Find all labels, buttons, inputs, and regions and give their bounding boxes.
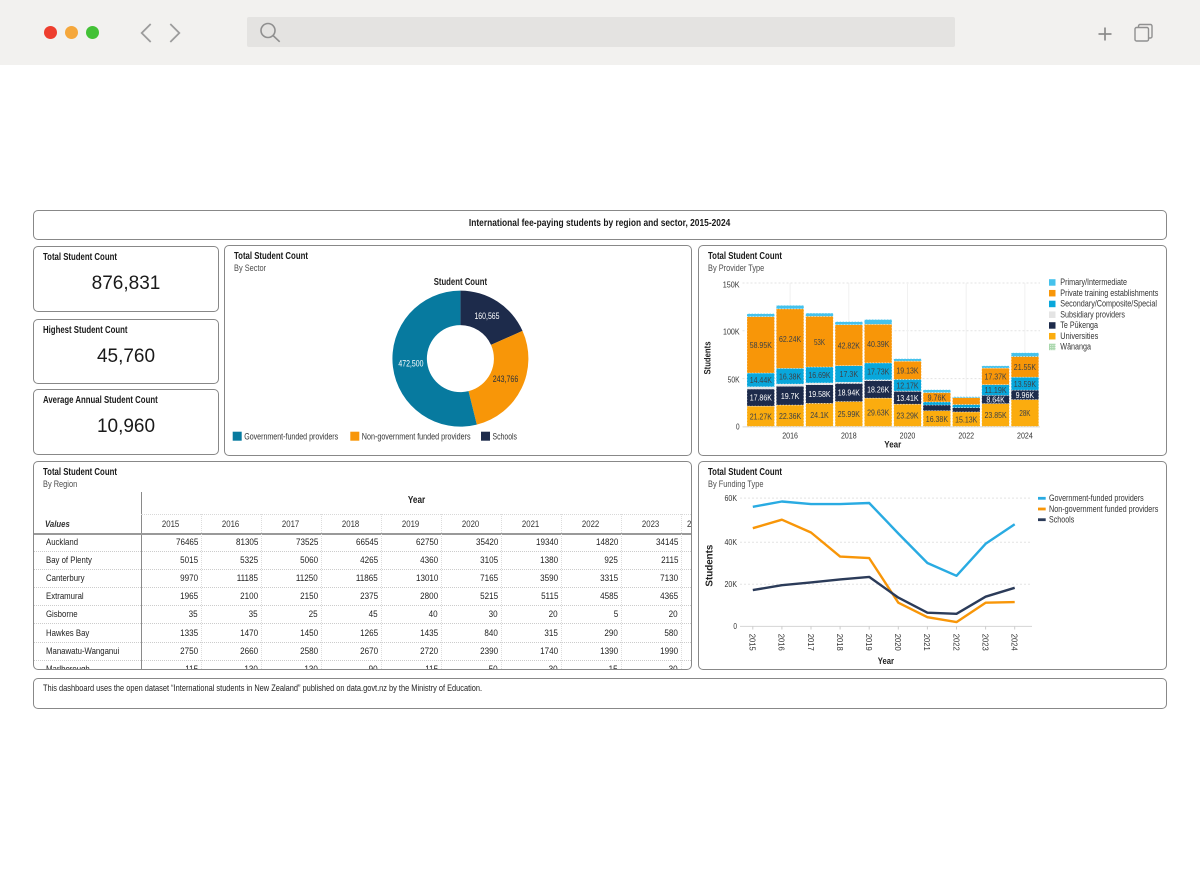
- svg-text:Wānanga: Wānanga: [1060, 342, 1091, 352]
- svg-text:2016: 2016: [777, 634, 787, 651]
- svg-text:Subsidiary providers: Subsidiary providers: [1060, 310, 1125, 320]
- svg-text:9.96K: 9.96K: [1016, 390, 1035, 400]
- svg-text:Private training establishment: Private training establishments: [1060, 288, 1158, 298]
- svg-text:Primary/Intermediate: Primary/Intermediate: [1060, 277, 1127, 287]
- svg-text:40K: 40K: [725, 537, 738, 547]
- svg-text:Te Pūkenga: Te Pūkenga: [1060, 320, 1098, 330]
- svg-text:472,500: 472,500: [398, 358, 423, 368]
- svg-text:25.99K: 25.99K: [838, 409, 860, 419]
- svg-text:Students: Students: [705, 544, 716, 586]
- svg-text:21.55K: 21.55K: [1014, 362, 1036, 372]
- svg-text:62.24K: 62.24K: [779, 334, 801, 344]
- svg-text:Non-government funded provider: Non-government funded providers: [1049, 504, 1159, 514]
- svg-text:58.95K: 58.95K: [750, 340, 772, 350]
- svg-text:29.63K: 29.63K: [867, 407, 889, 417]
- svg-text:160,565: 160,565: [474, 311, 499, 321]
- svg-text:23.85K: 23.85K: [985, 410, 1007, 420]
- svg-text:12.17K: 12.17K: [896, 380, 918, 390]
- svg-text:Schools: Schools: [493, 431, 518, 441]
- svg-text:Schools: Schools: [1049, 515, 1075, 525]
- svg-text:19.7K: 19.7K: [781, 391, 800, 401]
- svg-text:16.38K: 16.38K: [926, 414, 948, 424]
- svg-text:9.76K: 9.76K: [928, 393, 947, 403]
- svg-text:2016: 2016: [782, 431, 798, 441]
- svg-text:53K: 53K: [814, 337, 825, 347]
- svg-text:2024: 2024: [1017, 431, 1033, 441]
- svg-text:Year: Year: [878, 656, 895, 666]
- svg-text:2024: 2024: [1010, 634, 1020, 651]
- svg-text:16.69K: 16.69K: [808, 370, 830, 380]
- svg-text:Year: Year: [884, 440, 901, 450]
- svg-text:2020: 2020: [900, 431, 916, 441]
- svg-text:11.19K: 11.19K: [985, 385, 1007, 395]
- svg-text:21.27K: 21.27K: [750, 411, 772, 421]
- svg-text:17.73K: 17.73K: [867, 367, 889, 377]
- svg-text:2018: 2018: [835, 634, 845, 651]
- svg-text:24.1K: 24.1K: [810, 410, 829, 420]
- svg-text:19.13K: 19.13K: [896, 366, 918, 376]
- svg-text:18.26K: 18.26K: [867, 385, 889, 395]
- svg-text:20K: 20K: [725, 579, 738, 589]
- svg-text:28K: 28K: [1019, 408, 1030, 418]
- svg-text:2021: 2021: [922, 634, 932, 651]
- svg-text:2023: 2023: [980, 634, 990, 651]
- svg-text:150K: 150K: [723, 280, 740, 290]
- svg-text:2015: 2015: [748, 634, 758, 651]
- svg-text:17.86K: 17.86K: [750, 393, 772, 403]
- svg-text:Students: Students: [703, 342, 713, 375]
- svg-text:60K: 60K: [725, 493, 738, 503]
- svg-text:100K: 100K: [723, 327, 740, 337]
- svg-text:0: 0: [736, 421, 740, 431]
- svg-text:Non-government funded provider: Non-government funded providers: [362, 431, 471, 441]
- svg-text:22.36K: 22.36K: [779, 411, 801, 421]
- svg-text:2019: 2019: [864, 634, 874, 651]
- svg-text:Universities: Universities: [1060, 331, 1098, 341]
- svg-text:18.94K: 18.94K: [838, 388, 860, 398]
- svg-text:243,766: 243,766: [493, 374, 519, 384]
- svg-text:0: 0: [733, 621, 737, 631]
- svg-text:17.37K: 17.37K: [985, 372, 1007, 382]
- svg-text:15.13K: 15.13K: [955, 414, 977, 424]
- svg-text:Secondary/Composite/Special: Secondary/Composite/Special: [1060, 299, 1157, 309]
- svg-text:17.3K: 17.3K: [840, 369, 859, 379]
- svg-text:2022: 2022: [951, 634, 961, 651]
- svg-text:2022: 2022: [958, 431, 974, 441]
- svg-text:50K: 50K: [728, 374, 740, 384]
- svg-text:13.41K: 13.41K: [896, 393, 918, 403]
- svg-text:8.64K: 8.64K: [986, 395, 1005, 405]
- svg-text:2018: 2018: [841, 431, 857, 441]
- svg-text:Government-funded providers: Government-funded providers: [1049, 493, 1144, 503]
- svg-text:2017: 2017: [806, 634, 816, 651]
- svg-text:13.59K: 13.59K: [1014, 379, 1036, 389]
- svg-text:Student Count: Student Count: [434, 277, 488, 288]
- svg-text:16.38K: 16.38K: [779, 371, 801, 381]
- svg-text:42.82K: 42.82K: [838, 340, 860, 350]
- svg-text:23.29K: 23.29K: [896, 411, 918, 421]
- svg-text:19.58K: 19.58K: [808, 389, 830, 399]
- svg-text:40.39K: 40.39K: [867, 339, 889, 349]
- svg-text:14.44K: 14.44K: [750, 375, 772, 385]
- svg-text:Government-funded providers: Government-funded providers: [244, 431, 338, 441]
- svg-text:2020: 2020: [893, 634, 903, 651]
